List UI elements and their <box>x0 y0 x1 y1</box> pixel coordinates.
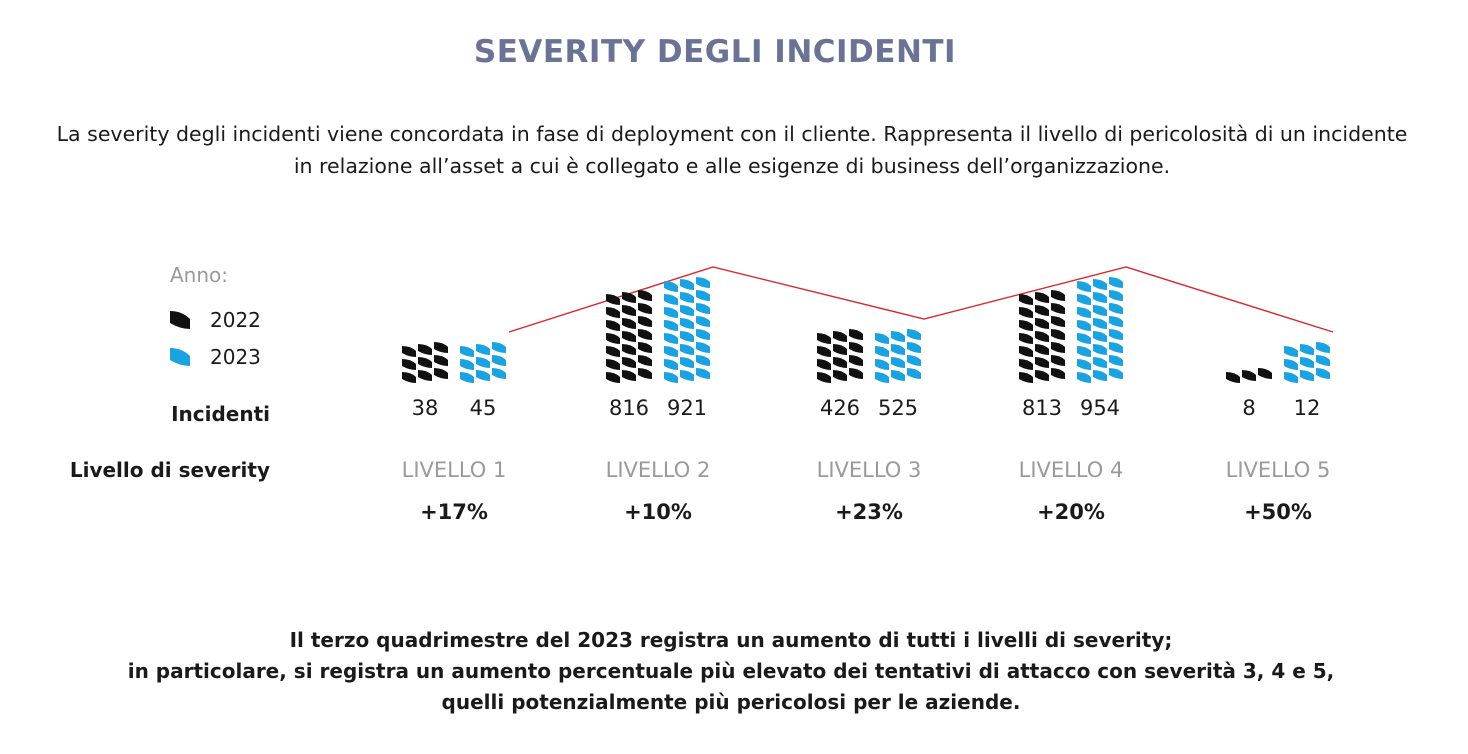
value-label-2022-1: 816 <box>608 396 650 420</box>
change-label-1: +17% <box>420 500 488 524</box>
value-label-2022-0: 38 <box>411 396 439 420</box>
row-label-incidents: Incidenti <box>171 402 270 426</box>
value-label-2023-4: 12 <box>1293 396 1321 420</box>
bar-2023-2 <box>875 329 921 383</box>
footer-line-1: Il terzo quadrimestre del 2023 registra … <box>289 628 1173 652</box>
footer-line-3: quelli potenzialmente più pericolosi per… <box>441 690 1021 714</box>
bar-2022-1 <box>606 290 652 383</box>
category-label-3: LIVELLO 3 <box>816 458 922 482</box>
bar-2023-0 <box>460 342 506 383</box>
bar-2023-4 <box>1284 342 1330 383</box>
value-label-2023-1: 921 <box>666 396 708 420</box>
legend-item-2023: 2023 <box>168 343 261 371</box>
footer-line-2: in particolare, si registra un aumento p… <box>127 659 1335 683</box>
legend-heading: Anno: <box>170 263 229 287</box>
subtitle-line-1: La severity degli incidenti viene concor… <box>56 122 1408 146</box>
change-label-2: +10% <box>624 500 692 524</box>
footer-note: Il terzo quadrimestre del 2023 registra … <box>0 625 1462 718</box>
legend-label-2023: 2023 <box>210 345 261 369</box>
value-label-2023-0: 45 <box>469 396 497 420</box>
bar-2022-0 <box>402 342 448 383</box>
value-label-2023-2: 525 <box>877 396 919 420</box>
category-label-5: LIVELLO 5 <box>1225 458 1331 482</box>
value-label-2022-4: 8 <box>1242 396 1256 420</box>
category-label-4: LIVELLO 4 <box>1018 458 1124 482</box>
bar-2022-4 <box>1226 368 1272 383</box>
subtitle-line-2: in relazione all’asset a cui è collegato… <box>293 154 1171 178</box>
value-label-2022-2: 426 <box>819 396 861 420</box>
bar-2022-2 <box>817 329 863 383</box>
value-label-2023-3: 954 <box>1079 396 1121 420</box>
bar-2022-3 <box>1019 290 1065 383</box>
category-label-2: LIVELLO 2 <box>605 458 711 482</box>
legend-label-2022: 2022 <box>210 308 261 332</box>
legend-swatch-2022 <box>170 311 190 329</box>
trend-line <box>508 266 1334 333</box>
change-label-3: +23% <box>835 500 903 524</box>
bar-2023-1 <box>664 277 710 383</box>
row-label-severity: Livello di severity <box>69 458 270 482</box>
legend-swatch-2023 <box>170 348 190 366</box>
legend-item-2022: 2022 <box>168 306 261 334</box>
category-label-1: LIVELLO 1 <box>401 458 507 482</box>
change-label-4: +20% <box>1037 500 1105 524</box>
bar-2023-3 <box>1077 277 1123 383</box>
chart-title: SEVERITY DEGLI INCIDENTI <box>473 34 957 70</box>
change-label-5: +50% <box>1244 500 1312 524</box>
value-label-2022-3: 813 <box>1021 396 1063 420</box>
chart-subtitle: La severity degli incidenti viene concor… <box>20 118 1444 182</box>
